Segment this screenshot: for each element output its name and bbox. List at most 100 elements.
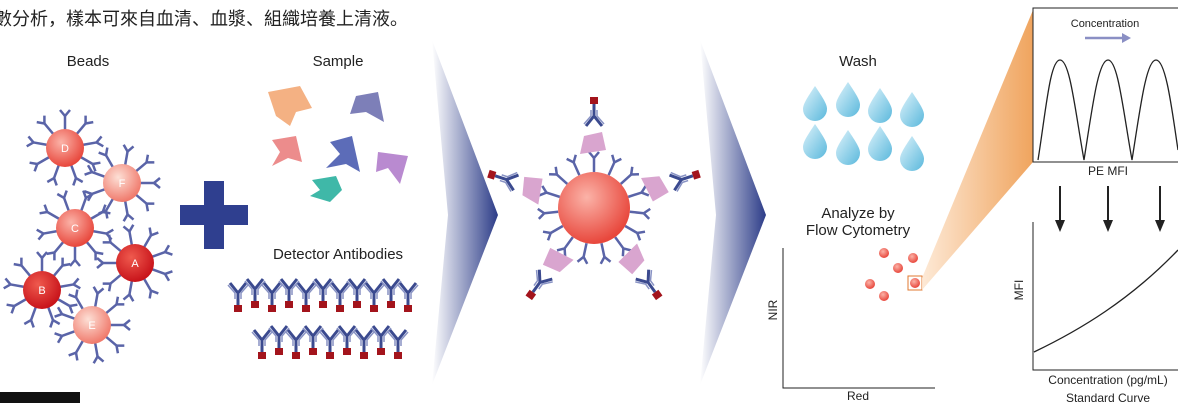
bead [73,306,111,344]
spike [118,143,135,168]
spike [95,256,119,270]
captured-analyte [641,176,669,202]
analyze-title: Analyze by [821,205,895,222]
spike [122,278,139,303]
detector-label: Detector Antibodies [273,246,403,263]
spike [25,135,50,152]
sample-label: Sample [313,53,364,70]
spike [35,250,49,274]
curve-x-label: Concentration (pg/mL) [1048,373,1167,387]
detector [632,266,669,306]
bead [56,209,94,247]
curve-axes [1032,222,1178,371]
detector [519,266,556,306]
sandwich [618,243,669,306]
bead [103,164,141,202]
detector [582,95,606,128]
curve-y-label: MFI [1012,280,1026,301]
antibody [328,281,352,314]
spike [565,153,586,179]
center-bead [558,172,630,244]
histogram-x-label: PE MFI [1088,164,1128,178]
spike [118,198,135,223]
bead [23,271,61,309]
spike [541,220,567,242]
antibody [318,328,342,361]
spike [587,150,601,174]
header-text: 數分析，樣本可來自血清、血漿、組織培養上清液。 [0,9,408,30]
drops [803,82,924,171]
spike [122,223,139,248]
zoom-wedge [922,10,1033,290]
spike [537,184,563,203]
spike [628,205,652,221]
antibody [260,281,284,314]
spike [88,340,105,365]
bead [116,244,154,282]
antibody [335,324,359,357]
spike [35,224,60,241]
spike [576,240,593,266]
sandwich [483,162,543,205]
standard-curve [1033,249,1178,353]
antibody [284,328,308,361]
antibody [311,277,335,310]
antibody [386,328,410,361]
x-axis-label: Red [847,389,869,403]
curve-title: Standard Curve [1066,391,1150,403]
antibody [369,324,393,357]
captured-analyte [542,247,574,273]
plus [204,181,224,249]
sandwich [641,162,705,202]
antibody [294,281,318,314]
arrow [1122,33,1131,43]
spike [621,220,647,242]
plot-dots [865,248,920,301]
down-arrows [1055,220,1165,232]
antibody [379,277,403,310]
beads-label: Beads [67,53,110,70]
down-arrows [1059,186,1161,222]
antibody [396,281,420,314]
chevron [700,40,766,385]
bead-letter: C [71,223,79,235]
antibody [243,277,267,310]
sample-blobs [268,86,408,202]
antibody [301,324,325,357]
beads: D F C A B E [2,108,174,365]
antibody [345,277,369,310]
bead [46,129,84,167]
spike [602,153,623,179]
y-axis-label: NIR [766,299,780,320]
analyze-title: Flow Cytometry [806,222,911,239]
spike [2,277,27,294]
histogram-title: Concentration [1071,18,1140,30]
detector [667,162,705,194]
wash-label: Wash [839,53,877,70]
antibody [267,324,291,357]
bead-letter: A [131,258,139,270]
antibody [250,328,274,361]
captured-analyte [580,132,606,154]
spike [138,176,162,190]
spike [595,240,612,266]
bead-letter: F [119,178,126,190]
detector-antibodies [226,277,420,361]
spike [68,244,82,268]
detector [483,162,521,194]
sandwich [519,247,574,306]
bead-letter: D [61,143,69,155]
antibody [352,328,376,361]
spike [108,318,132,332]
histogram-peaks [1037,59,1178,161]
spike [536,205,560,221]
antibody [362,281,386,314]
spike [88,285,105,310]
tab [0,392,80,403]
bead-letter: E [88,320,95,332]
spike [625,184,651,203]
histogram-panel [1032,7,1178,163]
antibody [277,277,301,310]
bead-complex [483,95,705,306]
spike [58,108,72,132]
